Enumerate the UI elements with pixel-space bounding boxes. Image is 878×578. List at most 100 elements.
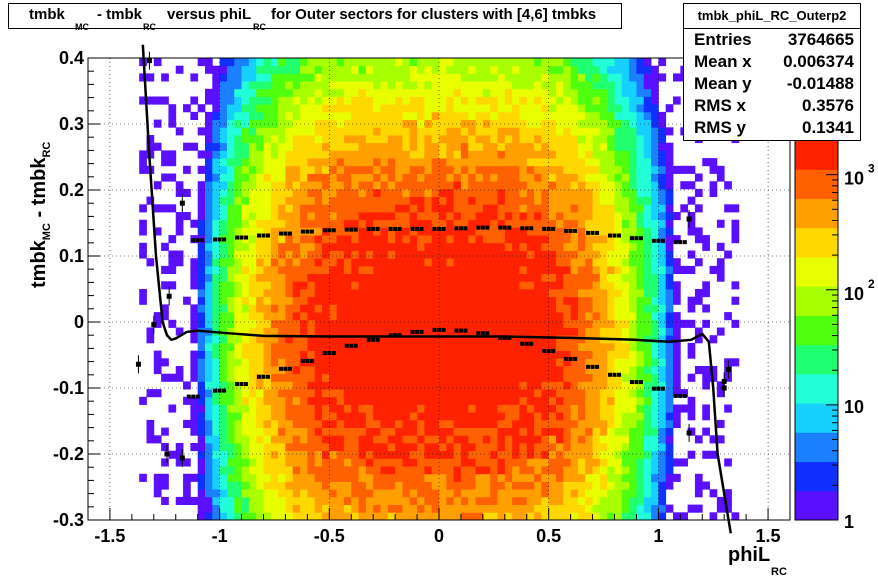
heatmap-cell [577,396,586,405]
heatmap-cell [439,127,447,136]
heatmap-cell [526,419,535,428]
heatmap-cell [526,242,535,251]
heatmap-cell [285,481,294,490]
heatmap-cell [424,443,433,452]
heatmap-cell [380,58,389,67]
heatmap-cell [548,127,557,136]
heatmap-cell [585,173,593,182]
heatmap-cell [365,204,374,213]
heatmap-cell [285,227,294,236]
heatmap-cell [607,58,615,67]
heatmap-cell [263,258,272,267]
heatmap-cell [519,389,528,398]
heatmap-cell [409,119,418,128]
heatmap-cell [658,127,667,136]
heatmap-cell [607,212,615,221]
heatmap-cell [248,373,257,382]
heatmap-cell [417,204,425,213]
heatmap-cell [490,450,498,459]
heatmap-cell [402,404,411,413]
heatmap-cell [336,242,345,251]
heatmap-cell [373,250,381,259]
heatmap-cell [234,512,242,521]
heatmap-cell [358,242,367,251]
heatmap-cell [687,165,696,174]
heatmap-cell [592,119,601,128]
heatmap-cell [585,265,593,274]
heatmap-cell [300,173,308,182]
heatmap-cell [482,158,491,167]
heatmap-cell [351,473,359,482]
heatmap-cell [219,327,228,336]
heatmap-cell [556,496,564,505]
heatmap-cell [146,419,155,428]
heatmap-cell [680,181,689,190]
heatmap-cell [417,419,425,428]
heatmap-cell [570,466,579,475]
heatmap-cell [643,273,652,282]
heatmap-cell [673,319,681,328]
heatmap-cell [563,512,572,521]
heatmap-cell [270,265,279,274]
heatmap-cell [490,342,498,351]
heatmap-cell [614,358,623,367]
heatmap-cell [563,412,572,421]
heatmap-cell [497,412,506,421]
heatmap-cell [205,219,213,228]
heatmap-cell [460,419,469,428]
heatmap-cell [614,289,623,298]
heatmap-cell [629,427,637,436]
heatmap-cell [439,273,447,282]
heatmap-cell [636,466,645,475]
heatmap-cell [687,304,696,313]
heatmap-cell [161,481,169,490]
heatmap-cell [563,204,572,213]
heatmap-cell [556,366,564,375]
heatmap-cell [285,119,294,128]
heatmap-cell [307,212,316,221]
heatmap-cell [629,389,637,398]
heatmap-cell [322,481,330,490]
heatmap-cell [161,173,169,182]
heatmap-cell [351,489,359,498]
heatmap-cell [446,65,455,74]
heatmap-cell [197,304,206,313]
heatmap-cell [468,142,476,151]
heatmap-cell [365,96,374,105]
heatmap-cell [446,219,455,228]
heatmap-cell [365,265,374,274]
heatmap-cell [643,419,652,428]
heatmap-cell [453,319,462,328]
heatmap-cell [460,104,469,113]
heatmap-cell [226,281,235,290]
heatmap-cell [490,427,498,436]
heatmap-cell [468,181,476,190]
heatmap-cell [270,319,279,328]
heatmap-cell [336,289,345,298]
heatmap-cell [534,196,542,205]
heatmap-cell [212,104,221,113]
heatmap-cell [336,412,345,421]
y-axis-ticks: -0.3-0.2-0.100.10.20.30.4 [53,48,100,530]
profile-marker [397,226,402,231]
heatmap-cell [212,489,221,498]
heatmap-cell [570,196,579,205]
heatmap-cell [365,188,374,197]
heatmap-cell [270,150,279,159]
profile-marker [191,394,196,399]
heatmap-cell [629,150,637,159]
heatmap-cell [380,296,389,305]
heatmap-cell [197,312,206,321]
heatmap-cell [314,496,323,505]
heatmap-cell [256,81,264,90]
heatmap-cell [248,512,257,521]
heatmap-cell [205,443,213,452]
heatmap-cell [614,396,623,405]
heatmap-cell [387,73,396,82]
heatmap-cell [190,111,199,120]
heatmap-cell [534,250,542,259]
heatmap-cell [475,427,484,436]
heatmap-cell [497,258,506,267]
heatmap-cell [687,319,696,328]
heatmap-cell [570,358,579,367]
